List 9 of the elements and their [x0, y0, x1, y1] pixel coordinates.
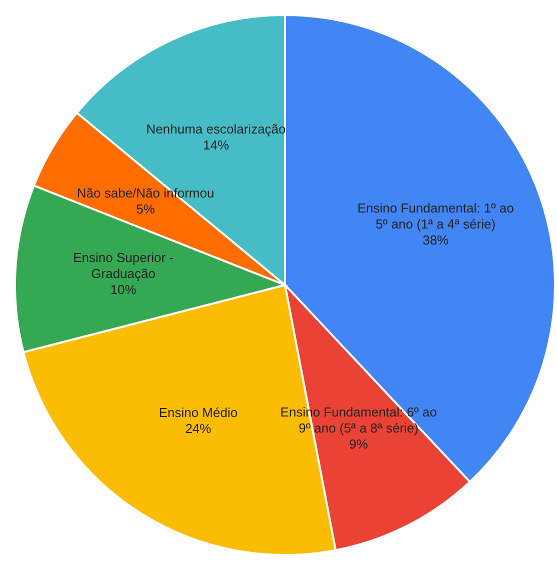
- slice-label: Ensino Superior - Graduação: [73, 250, 174, 282]
- slice-label: Ensino Médio: [158, 405, 238, 420]
- data-label: 10%: [110, 282, 137, 298]
- data-label: 9%: [349, 436, 368, 452]
- data-label: 14%: [203, 138, 230, 153]
- data-label: 5%: [136, 202, 156, 217]
- data-label: 38%: [422, 232, 450, 248]
- data-label: 24%: [185, 421, 212, 436]
- slice-label: Ensino Fundamental: 1º ao 5º ano (1ª a 4ª série): [357, 200, 514, 232]
